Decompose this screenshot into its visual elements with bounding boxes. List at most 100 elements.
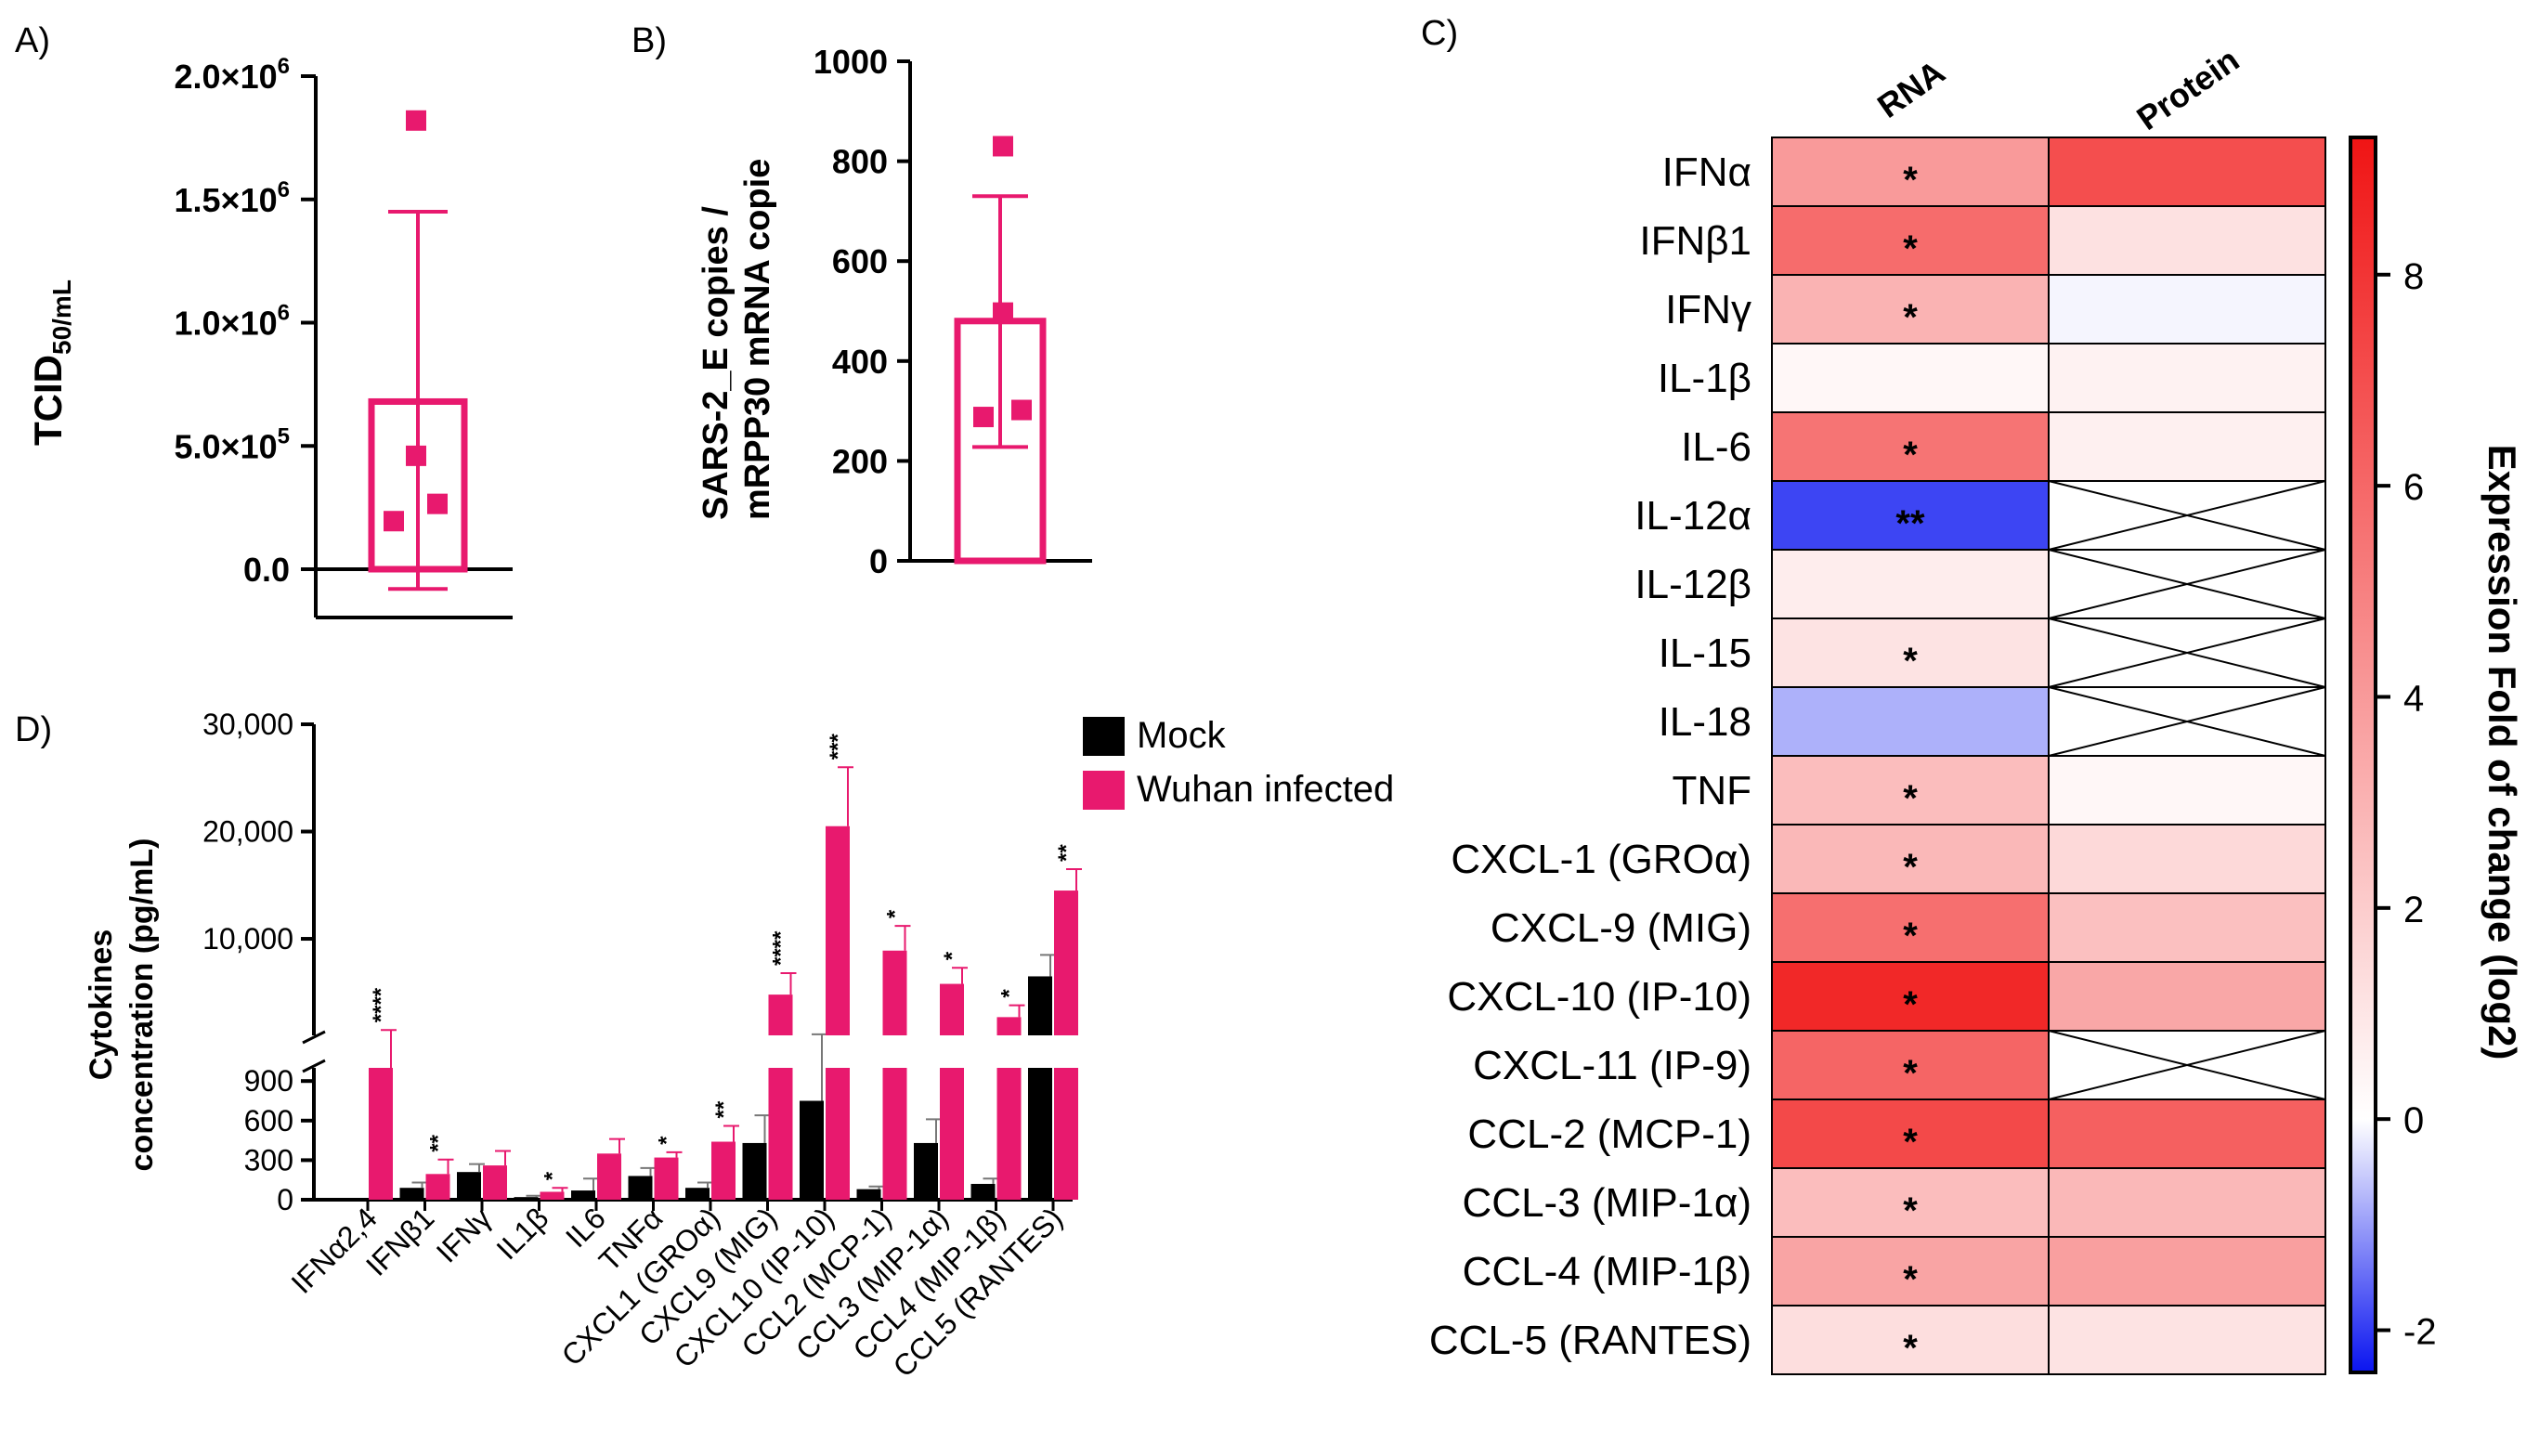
panel-d-chart: Cytokines concentration (pg/mL) 0 300 600 9…: [84, 708, 1394, 1384]
heatmap-row-label: IFNα: [1662, 150, 1751, 195]
panel-d-label: D): [15, 710, 52, 749]
heatmap-row-label: CXCL-9 (MIG): [1491, 905, 1751, 951]
heatmap-cell: [2048, 205, 2326, 276]
legend-swatch-infected: [1083, 771, 1125, 810]
colorbar-tick-label: 8: [2403, 256, 2424, 297]
panel-d-significance: ****: [769, 930, 794, 966]
panel-a-point: [406, 445, 426, 466]
heatmap-cell: [2048, 1167, 2326, 1238]
heatmap-cell: [2048, 343, 2326, 413]
mock-bar: [457, 1172, 481, 1200]
heatmap-cell: [2048, 755, 2326, 826]
panel-b-chart: SARS-2_E copies / mRPP30 mRNA copie 0 200…: [697, 43, 1092, 580]
infected-bar: [597, 1153, 621, 1200]
panel-a-point: [384, 511, 404, 532]
heatmap-cell: [2048, 274, 2326, 344]
heatmap-column-header: RNA: [1870, 53, 1951, 125]
panel-d-category-label: IL1β: [490, 1201, 555, 1266]
legend-label-mock: Mock: [1137, 715, 1227, 756]
panel-a-ytick-mantissa: 1.5×10: [175, 181, 278, 219]
panel-b-point: [993, 136, 1013, 157]
panel-a-ytick-label: 1.5×106: [175, 177, 290, 219]
colorbar-tick-label: 6: [2403, 467, 2424, 508]
heatmap-row-label: CXCL-1 (GROα): [1451, 837, 1751, 882]
panel-d-axis-break: [302, 1059, 326, 1073]
panel-a-ytick-label: 1.0×106: [175, 301, 290, 343]
panel-d-significance: **: [1054, 844, 1079, 862]
panel-d-ylabel-line1: Cytokines: [84, 930, 119, 1081]
heatmap-cell: [1771, 1098, 2050, 1169]
infected-bar: [711, 1141, 736, 1200]
panel-a-ytick-label: 5.0×105: [175, 423, 290, 465]
panel-d-significance: *: [540, 1171, 566, 1180]
mock-bar: [571, 1190, 595, 1200]
heatmap-cell: [1771, 1305, 2050, 1375]
infected-bar: [369, 1068, 393, 1200]
panel-a-ytick-label: 2.0×106: [175, 54, 290, 96]
heatmap-missing-cross: [2048, 480, 2326, 551]
panel-d-category-label: IFNγ: [430, 1201, 498, 1268]
heatmap-row-label: IL-12α: [1634, 493, 1751, 539]
panel-b-ytick-label: 400: [832, 343, 888, 381]
heatmap-significance: *: [1903, 847, 1918, 888]
panel-d-ytick-label: 300: [244, 1143, 293, 1176]
panel-b-ylabel-line1: SARS-2_E copies /: [697, 206, 736, 520]
heatmap-row-label: CXCL-11 (IP-9): [1473, 1043, 1751, 1088]
panel-a-ytick-exponent: 6: [278, 54, 290, 79]
panel-a-ytick-mantissa: 5.0×10: [175, 427, 278, 465]
heatmap-row-label: CXCL-10 (IP-10): [1447, 974, 1751, 1020]
infected-bar: [996, 1017, 1022, 1035]
panel-a-ytick-mantissa: 0.0: [243, 551, 290, 589]
heatmap-row-label: IL-12β: [1634, 562, 1751, 607]
heatmap-row-label: CCL-4 (MIP-1β): [1463, 1249, 1751, 1294]
heatmap-cell: [1771, 961, 2050, 1032]
panel-d-ytick-label: 600: [244, 1104, 293, 1138]
infected-bar: [483, 1165, 507, 1200]
heatmap-missing-cross: [2048, 549, 2326, 619]
panel-d-significance: ****: [369, 987, 394, 1022]
panel-d-axis-break: [302, 1030, 326, 1045]
heatmap-significance: *: [1903, 160, 1918, 201]
heatmap-row-label: IFNβ1: [1639, 218, 1751, 264]
panel-d-significance: ***: [826, 734, 851, 760]
infected-bar: [425, 1174, 450, 1200]
mock-bar: [856, 1189, 881, 1200]
infected-bar: [826, 826, 850, 1035]
heatmap-cell: [2048, 411, 2326, 482]
heatmap-significance: *: [1903, 435, 1918, 475]
panel-c-heatmap: RNA Protein IFNα * IFNβ1 * IFNγ * IL-1β IL-6 * IL-1…: [1429, 40, 2524, 1375]
heatmap-row-label: TNF: [1672, 768, 1751, 813]
panel-d-ytick-label: 10,000: [202, 922, 293, 956]
heatmap-missing-cross: [2048, 618, 2326, 688]
panel-a-ytick-exponent: 5: [278, 423, 290, 448]
heatmap-row-label: CCL-5 (RANTES): [1429, 1318, 1751, 1363]
heatmap-significance: *: [1903, 1328, 1918, 1369]
mock-bar: [970, 1183, 996, 1200]
panel-b-ylabel-line2: mRPP30 mRNA copie: [738, 159, 777, 520]
mock-bar: [800, 1100, 824, 1200]
heatmap-significance: *: [1903, 1122, 1918, 1163]
legend-swatch-mock: [1083, 717, 1125, 756]
mock-bar: [914, 1142, 938, 1200]
heatmap-significance: *: [1903, 1190, 1918, 1231]
heatmap-cell: [2048, 1236, 2326, 1306]
heatmap-row-label: CCL-2 (MCP-1): [1467, 1112, 1751, 1157]
heatmap-cell: [1771, 1236, 2050, 1306]
heatmap-cell: [1771, 618, 2050, 688]
panel-a-chart: TCID50/mL 0.05.0×1051.0×1061.5×1062.0×10…: [26, 54, 513, 619]
heatmap-significance: *: [1903, 297, 1918, 338]
heatmap-cell: [2048, 892, 2326, 963]
heatmap-cell: [2048, 1098, 2326, 1169]
panel-d-significance: **: [711, 1100, 736, 1118]
panel-d-significance: *: [997, 989, 1022, 998]
panel-b-point: [973, 407, 994, 428]
heatmap-cell: [2048, 1305, 2326, 1375]
heatmap-cell: [1771, 1030, 2050, 1100]
infected-bar: [1054, 890, 1078, 1035]
heatmap-significance: *: [1903, 641, 1918, 682]
legend-label-infected: Wuhan infected: [1137, 769, 1394, 810]
heatmap-missing-cross: [2048, 1030, 2326, 1100]
panel-b-label: B): [631, 21, 667, 60]
panel-a-ytick-mantissa: 2.0×10: [175, 58, 278, 96]
